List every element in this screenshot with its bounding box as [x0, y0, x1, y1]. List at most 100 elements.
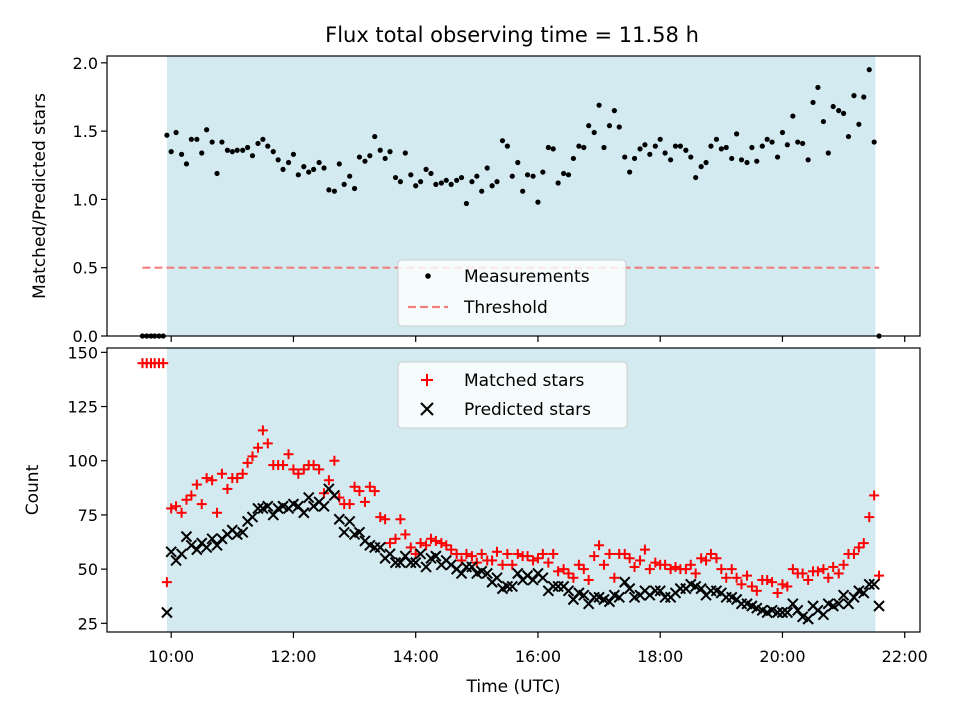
matched-stars-point	[344, 499, 355, 510]
measurement-point	[321, 165, 327, 171]
measurement-point	[825, 150, 831, 156]
measurement-point	[448, 181, 454, 187]
predicted-stars-point	[384, 548, 396, 560]
matched-stars-point	[242, 457, 253, 468]
count-legend-box	[397, 361, 628, 429]
predicted-stars-point	[191, 543, 203, 556]
measurement-point	[469, 179, 475, 185]
matched-stars-point	[421, 540, 432, 551]
measurement-point	[683, 147, 689, 153]
predicted-stars-point	[873, 600, 885, 612]
matched-stars-point	[751, 585, 762, 596]
predicted-stars-point	[512, 567, 524, 580]
matched-stars-point	[578, 564, 589, 575]
matched-stars-point	[288, 464, 299, 475]
measurement-point	[484, 165, 490, 171]
matched-stars-point	[858, 538, 869, 549]
predicted-stars-point	[338, 526, 350, 538]
matched-stars-point	[573, 559, 584, 570]
y-tick-label: 150	[67, 343, 98, 362]
measurement-point	[810, 99, 816, 106]
matched-stars-legend-label: Matched stars	[464, 371, 584, 391]
measurement-point	[616, 124, 622, 130]
matched-stars-point	[598, 559, 609, 570]
predicted-stars-point	[262, 500, 274, 512]
measurement-point	[729, 155, 735, 162]
measurement-point	[255, 140, 261, 147]
predicted-stars-point	[353, 526, 366, 538]
measurement-point	[336, 161, 342, 167]
y-tick-label: 25	[78, 614, 98, 633]
measurement-point	[622, 154, 628, 160]
measurement-point	[652, 143, 658, 149]
predicted-stars-point	[165, 546, 177, 558]
measurements-legend-marker	[425, 273, 431, 279]
measurement-point	[840, 110, 847, 116]
predicted-stars-point	[491, 572, 503, 584]
y-tick-label: 1.0	[73, 190, 98, 209]
measurement-point	[290, 151, 297, 157]
matched-stars-legend-marker	[421, 374, 433, 386]
matched-stars-point	[609, 572, 620, 583]
matched-stars-point	[278, 460, 289, 471]
matched-stars-point	[726, 564, 737, 575]
matched-stars-point	[262, 438, 273, 449]
measurement-point	[413, 183, 419, 189]
measurement-point	[576, 143, 582, 149]
measurement-point	[306, 169, 312, 175]
matched-stars-point	[690, 568, 701, 579]
measurement-point	[402, 150, 408, 156]
matched-stars-point	[354, 486, 365, 497]
predicted-stars-point	[175, 548, 188, 560]
measurement-point	[591, 129, 597, 136]
matched-stars-point	[543, 557, 554, 568]
y-tick-label: 125	[67, 398, 98, 417]
matched-stars-point	[466, 551, 477, 562]
ratio-axes-frame	[106, 55, 921, 337]
matched-stars-point	[405, 542, 416, 553]
predicted-stars-point	[466, 561, 478, 573]
matched-stars-point	[369, 486, 380, 497]
predicted-stars-point	[613, 591, 625, 604]
predicted-stars-point	[298, 507, 310, 519]
predicted-stars-point	[837, 589, 850, 601]
matched-stars-point	[838, 559, 849, 570]
measurement-point	[718, 146, 724, 152]
measurement-point	[703, 159, 709, 166]
chart-title: Flux total observing time = 11.58 h	[325, 23, 699, 47]
measurement-point	[530, 173, 536, 179]
matched-stars-point	[767, 577, 778, 588]
predicted-stars-point	[654, 585, 666, 597]
measurement-point	[351, 185, 358, 192]
measurement-point	[367, 153, 373, 159]
count-legend: Matched stars Predicted stars	[397, 361, 628, 429]
matched-stars-point	[512, 548, 523, 559]
matched-stars-point	[237, 468, 248, 479]
measurement-point	[341, 181, 347, 187]
matched-stars-point	[323, 475, 334, 486]
matched-stars-point	[410, 548, 421, 559]
measurement-point	[693, 174, 699, 181]
measurement-point	[688, 154, 694, 160]
measurement-point	[199, 150, 205, 156]
matched-stars-point	[349, 481, 360, 492]
matched-stars-point	[298, 464, 309, 475]
ratio-x-ticks	[170, 336, 906, 342]
predicted-stars-point	[420, 561, 432, 573]
x-tick-label: 16:00	[515, 647, 561, 666]
measurement-point	[168, 149, 174, 155]
measurement-point	[499, 138, 506, 144]
matched-stars-point	[257, 425, 268, 436]
x-axis-label: Time (UTC)	[466, 677, 561, 697]
predicted-stars-point	[211, 539, 223, 551]
measurement-point	[479, 188, 485, 194]
predicted-stars-point	[868, 578, 880, 591]
measurement-point	[861, 94, 867, 100]
predicted-stars-point	[802, 613, 814, 625]
measurement-point	[779, 129, 786, 136]
count-plot-marks	[137, 358, 885, 625]
matched-stars-point	[293, 468, 304, 479]
measurement-point	[280, 166, 286, 172]
matched-stars-point	[803, 574, 814, 585]
matched-stars-point	[487, 555, 498, 566]
